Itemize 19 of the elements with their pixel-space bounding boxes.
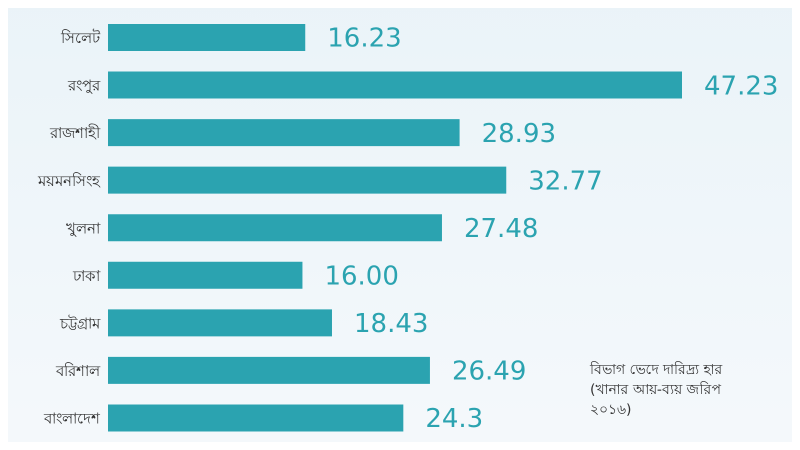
- y-tick-label: রংপুর: [67, 76, 101, 95]
- data-label: 47.23: [704, 71, 778, 102]
- y-tick-label: সিলেট: [60, 29, 101, 48]
- y-tick-label: ময়মনসিংহ: [37, 172, 101, 190]
- data-label: 24.3: [425, 404, 484, 434]
- y-tick-label: বাংলাদেশ: [43, 410, 101, 428]
- data-label: 32.77: [528, 166, 603, 196]
- y-tick-label: রাজশাহী: [49, 124, 101, 142]
- data-label: 28.93: [482, 118, 556, 149]
- data-label: 18.43: [354, 309, 428, 340]
- y-tick-label: বরিশাল: [55, 362, 101, 380]
- y-tick-label: ঢাকা: [72, 266, 101, 285]
- data-label: 26.49: [452, 356, 526, 387]
- data-label: 16.23: [327, 24, 402, 54]
- y-tick-label: চট্টগ্রাম: [59, 314, 101, 332]
- y-tick-label: খুলনা: [66, 219, 101, 238]
- data-label: 27.48: [464, 214, 538, 244]
- annotation: বিভাগ ভেদে দারিদ্র্য হার (খানার আয়-ব্যয় জরিপ ২০১৬): [590, 360, 724, 420]
- data-label: 16.00: [324, 262, 399, 292]
